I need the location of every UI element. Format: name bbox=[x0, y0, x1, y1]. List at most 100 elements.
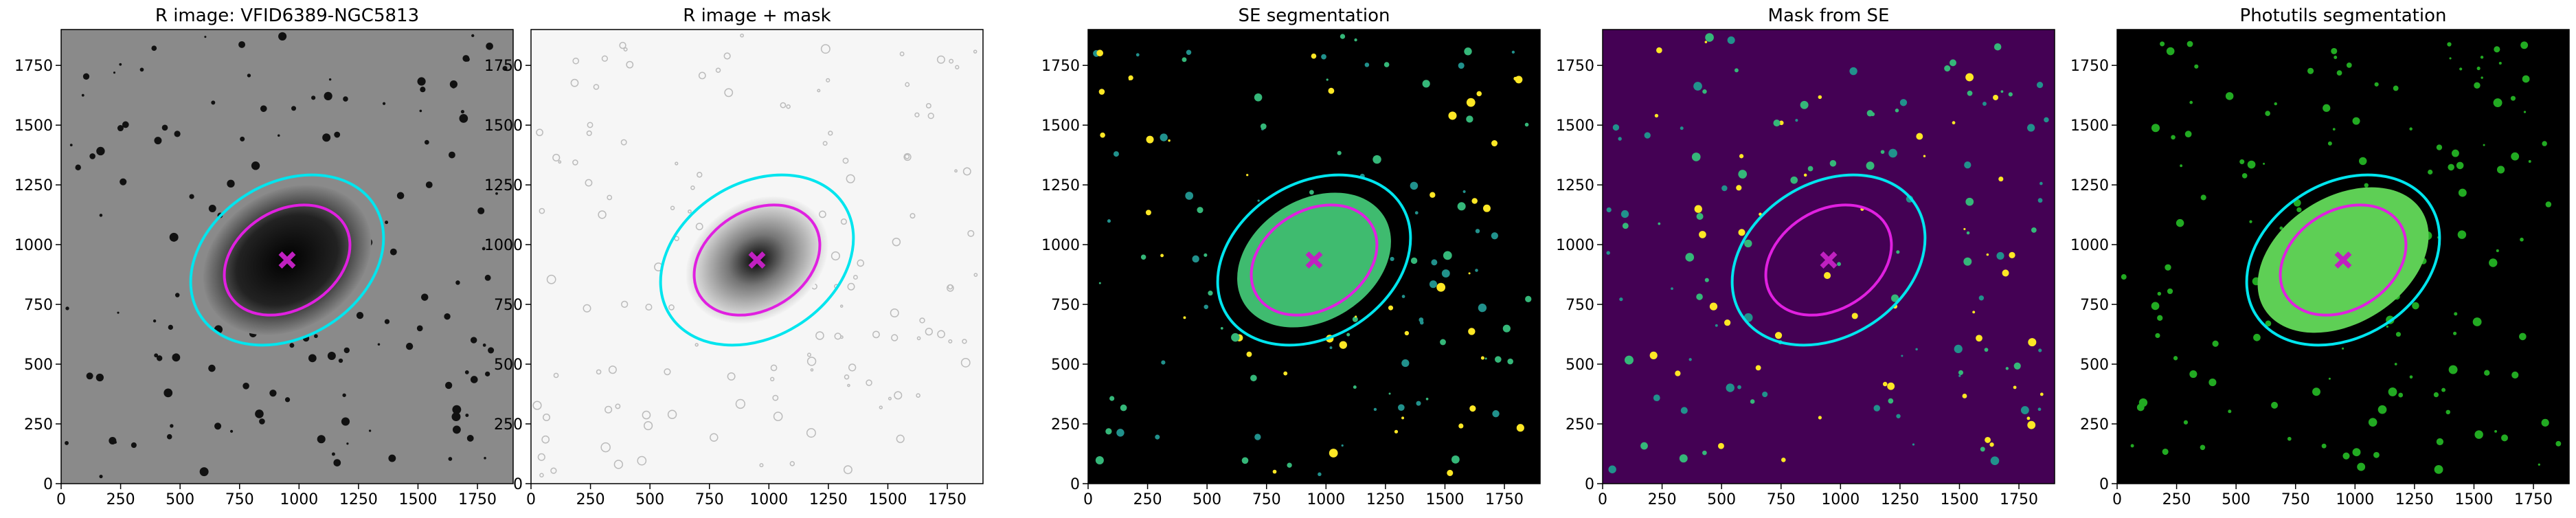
source bbox=[914, 112, 920, 117]
source bbox=[120, 178, 127, 185]
source bbox=[425, 181, 433, 188]
source bbox=[2501, 434, 2508, 442]
source bbox=[424, 139, 429, 145]
source bbox=[608, 365, 617, 374]
source bbox=[327, 352, 336, 360]
panel-title: R image + mask bbox=[683, 5, 831, 26]
source bbox=[1431, 259, 1438, 266]
source bbox=[308, 354, 317, 363]
source bbox=[2472, 317, 2482, 326]
source bbox=[955, 65, 960, 69]
source bbox=[269, 390, 277, 397]
source bbox=[2364, 183, 2369, 188]
source bbox=[2334, 56, 2338, 59]
source bbox=[445, 381, 453, 390]
source bbox=[1425, 397, 1429, 401]
y-tick-label: 500 bbox=[1051, 357, 1080, 374]
source bbox=[1161, 360, 1166, 365]
source bbox=[1824, 272, 1831, 280]
source bbox=[2040, 392, 2044, 396]
source bbox=[1475, 269, 1478, 272]
source bbox=[341, 417, 350, 426]
source bbox=[1468, 328, 1476, 335]
outer-ellipse bbox=[1730, 173, 1927, 347]
source bbox=[2428, 169, 2433, 175]
source bbox=[1107, 219, 1111, 223]
source bbox=[333, 459, 341, 466]
source bbox=[405, 342, 414, 350]
source bbox=[2279, 226, 2283, 230]
x-tick-label: 500 bbox=[2222, 491, 2250, 508]
source bbox=[1096, 49, 1104, 57]
source bbox=[1965, 73, 1974, 82]
y-tick-label: 250 bbox=[1566, 416, 1594, 433]
y-tick-label: 1750 bbox=[2070, 58, 2109, 75]
source bbox=[572, 159, 578, 166]
source bbox=[208, 364, 216, 372]
source bbox=[1762, 391, 1768, 398]
y-tick-label: 500 bbox=[1566, 357, 1594, 374]
source bbox=[255, 409, 264, 418]
source bbox=[1916, 133, 1923, 140]
y-tick-label: 750 bbox=[1566, 297, 1594, 314]
source bbox=[82, 73, 90, 80]
source bbox=[1186, 49, 1192, 55]
source bbox=[1329, 346, 1333, 350]
x-tick-label: 1500 bbox=[1425, 491, 1464, 508]
center-marker bbox=[748, 251, 766, 269]
y-tick-label: 1750 bbox=[1041, 58, 1080, 75]
source bbox=[2040, 181, 2043, 185]
source bbox=[452, 405, 462, 414]
source bbox=[1430, 192, 1436, 198]
source bbox=[1829, 160, 1837, 167]
source bbox=[1309, 190, 1314, 195]
source bbox=[388, 454, 396, 462]
source bbox=[828, 131, 833, 136]
source bbox=[1704, 41, 1708, 43]
source bbox=[1680, 407, 1688, 414]
source bbox=[2493, 98, 2502, 108]
source bbox=[1837, 262, 1842, 267]
source bbox=[208, 204, 216, 212]
source bbox=[1696, 293, 1703, 300]
source bbox=[723, 52, 731, 60]
source bbox=[1691, 153, 1701, 161]
axes-frame bbox=[1087, 29, 1541, 484]
source bbox=[2331, 47, 2338, 54]
source bbox=[1250, 374, 1257, 382]
source bbox=[343, 96, 348, 102]
x-tick-label: 1250 bbox=[339, 491, 378, 508]
source bbox=[1985, 436, 1991, 443]
source bbox=[1736, 185, 1742, 191]
source bbox=[967, 229, 975, 237]
x-tick-label: 1000 bbox=[749, 491, 788, 508]
source bbox=[572, 57, 580, 65]
source bbox=[1197, 207, 1204, 214]
source bbox=[1996, 251, 2004, 260]
x-tick-label: 1000 bbox=[280, 491, 318, 508]
source bbox=[1484, 357, 1487, 360]
source bbox=[342, 393, 346, 397]
y-tick-label: 750 bbox=[2080, 297, 2109, 314]
y-tick-label: 1250 bbox=[14, 177, 53, 194]
source bbox=[937, 330, 945, 339]
panel-title: SE segmentation bbox=[1239, 5, 1390, 26]
source bbox=[2151, 124, 2160, 133]
source bbox=[1353, 385, 1357, 389]
source bbox=[1419, 317, 1424, 322]
source bbox=[899, 52, 905, 56]
source bbox=[1963, 257, 1972, 266]
source bbox=[1620, 210, 1629, 218]
outer-ellipse bbox=[659, 173, 855, 347]
source bbox=[844, 374, 850, 380]
source bbox=[2162, 448, 2169, 455]
source bbox=[1966, 231, 1970, 235]
source bbox=[2388, 387, 2397, 396]
source bbox=[1715, 324, 1718, 327]
source bbox=[1654, 113, 1659, 118]
source bbox=[2545, 201, 2552, 207]
source bbox=[2457, 230, 2467, 239]
source bbox=[2180, 164, 2183, 168]
source bbox=[615, 403, 621, 409]
